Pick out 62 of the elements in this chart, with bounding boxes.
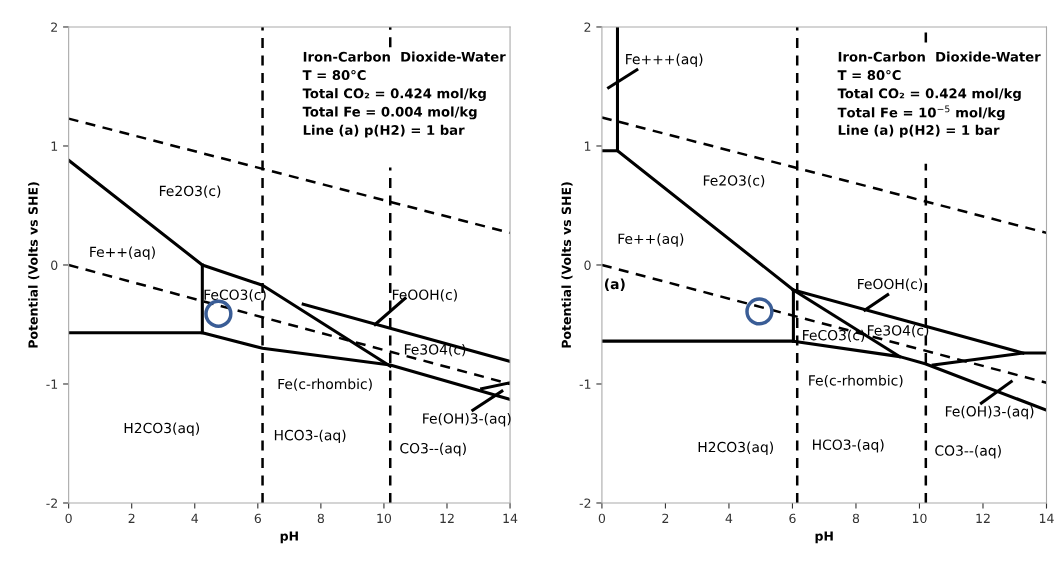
- y-tick-label: -1: [579, 379, 591, 389]
- annotation: H2CO3(aq): [124, 422, 200, 436]
- y-axis-title: Potential (Volts vs SHE): [561, 182, 573, 348]
- annotation: Fe(OH)3-(aq): [423, 412, 511, 427]
- x-tick-label: 8: [852, 513, 860, 524]
- annotation: Line (a) p(H2) = 1 bar: [838, 124, 1000, 138]
- annotation: CO3--(aq): [400, 442, 466, 457]
- annotation: Fe(c-rhombic): [278, 378, 372, 391]
- x-tick-label: 4: [191, 513, 199, 523]
- x-tick-label: 12: [440, 513, 454, 523]
- y-tick-label: -2: [579, 498, 591, 508]
- annotation: Fe++(aq): [618, 233, 684, 247]
- annotation: Total Fe = 0.004 mol/kg: [302, 106, 477, 120]
- x-axis-title: pH: [280, 531, 298, 544]
- annotation: T = 80°C: [302, 70, 366, 81]
- annotation: Iron-Carbon Dioxide-Water: [838, 51, 1041, 62]
- x-tick-label: 0: [65, 513, 72, 524]
- y-tick-label: 2: [584, 22, 591, 32]
- annotation: Fe+++(aq): [626, 53, 703, 68]
- x-tick-label: 14: [1039, 513, 1054, 523]
- annotation: Fe3O4(c): [867, 324, 929, 338]
- y-tick-label: 0: [584, 260, 591, 270]
- x-axis-title: pH: [815, 531, 833, 544]
- y-tick-label: 0: [51, 260, 58, 270]
- annotation: FeOOH(c): [858, 278, 923, 291]
- annotation: Total Fe = 10$^{−5}$ mol/kg: [837, 105, 1005, 121]
- annotation: CO3--(aq): [935, 445, 1001, 459]
- y-axis-title: Potential (Volts vs SHE): [28, 182, 40, 348]
- x-tick-label: 6: [254, 513, 261, 524]
- y-tick-label: -2: [46, 498, 57, 508]
- annotation: Fe2O3(c): [703, 174, 765, 188]
- x-tick-label: 4: [725, 513, 733, 523]
- annotation: FeCO3(c): [204, 289, 266, 302]
- annotation: HCO3-(aq): [813, 439, 884, 453]
- annotation: FeCO3(c): [803, 329, 865, 343]
- y-tick-label: 2: [51, 22, 57, 32]
- annotation: Fe3O4(c): [404, 343, 466, 357]
- x-tick-label: 10: [377, 513, 392, 524]
- x-tick-label: 8: [317, 513, 324, 524]
- annotation: Total CO₂ = 0.424 mol/kg: [837, 88, 1021, 102]
- annotation: (a): [604, 278, 625, 291]
- x-tick-label: 2: [128, 513, 135, 523]
- annotation: FeOOH(c): [392, 289, 457, 302]
- annotation: Line (a) p(H2) = 1 bar: [303, 124, 465, 138]
- annotation: Fe(c-rhombic): [809, 374, 903, 388]
- annotation: Fe(OH)3-(aq): [945, 405, 1034, 420]
- x-tick-label: 12: [976, 513, 990, 523]
- x-tick-label: 2: [662, 513, 669, 523]
- annotation: Iron-Carbon Dioxide-Water: [303, 51, 506, 62]
- annotation: Fe++(aq): [90, 246, 155, 260]
- x-tick-label: 6: [789, 513, 796, 524]
- x-tick-label: 0: [598, 513, 606, 524]
- annotation: Fe2O3(c): [159, 185, 221, 198]
- y-tick-label: -1: [46, 379, 58, 389]
- annotation: T = 80°C: [837, 70, 901, 81]
- annotation: HCO3-(aq): [274, 429, 346, 444]
- annotation: Total CO₂ = 0.424 mol/kg: [302, 88, 486, 102]
- y-tick-label: 1: [51, 141, 58, 151]
- y-tick-label: 1: [584, 141, 591, 151]
- x-tick-label: 14: [503, 513, 518, 523]
- x-tick-label: 10: [912, 513, 927, 524]
- annotation: H2CO3(aq): [698, 441, 773, 455]
